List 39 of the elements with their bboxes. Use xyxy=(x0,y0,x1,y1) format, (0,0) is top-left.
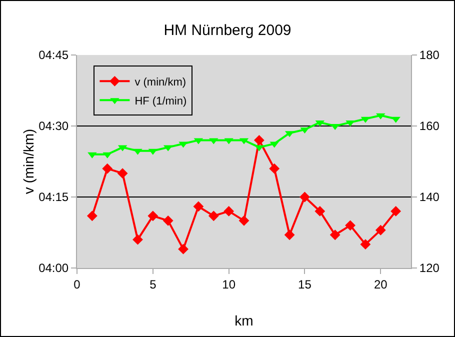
point xyxy=(330,230,340,240)
point xyxy=(178,244,188,254)
point xyxy=(117,168,128,179)
y2-tick-label: 180 xyxy=(419,48,440,62)
point xyxy=(314,206,326,216)
point xyxy=(102,163,113,174)
point xyxy=(132,234,143,245)
x-tick-label: 15 xyxy=(298,277,312,292)
point xyxy=(390,206,402,216)
point xyxy=(375,224,386,236)
legend-label: HF (1/min) xyxy=(134,95,187,108)
point xyxy=(238,215,250,226)
point xyxy=(254,135,264,146)
y-tick-label: 04:45 xyxy=(38,48,69,62)
point xyxy=(300,192,310,202)
point xyxy=(162,215,174,226)
y2-tick-label: 120 xyxy=(419,261,440,276)
point xyxy=(269,163,280,174)
y-tick-label: 04:00 xyxy=(38,261,69,276)
point xyxy=(193,201,204,212)
x-axis-title: km xyxy=(234,312,254,329)
point xyxy=(208,210,219,222)
y2-tick-label: 140 xyxy=(419,190,440,204)
chart-title: HM Nürnberg 2009 xyxy=(164,22,292,39)
point xyxy=(284,230,295,240)
point xyxy=(224,206,234,216)
point xyxy=(345,220,356,231)
point xyxy=(360,239,371,250)
x-tick-label: 20 xyxy=(374,277,388,292)
point xyxy=(86,210,98,222)
y-axis-title: v (min/km) xyxy=(20,128,37,194)
y2-tick-label: 160 xyxy=(419,119,440,134)
point xyxy=(148,210,158,222)
x-tick-label: 10 xyxy=(222,277,236,292)
x-tick-label: 0 xyxy=(74,277,81,292)
legend-label: v (min/km) xyxy=(134,76,186,88)
y-tick-label: 04:15 xyxy=(38,190,69,204)
x-tick-label: 5 xyxy=(150,277,157,292)
y-tick-label: 04:30 xyxy=(38,119,69,134)
